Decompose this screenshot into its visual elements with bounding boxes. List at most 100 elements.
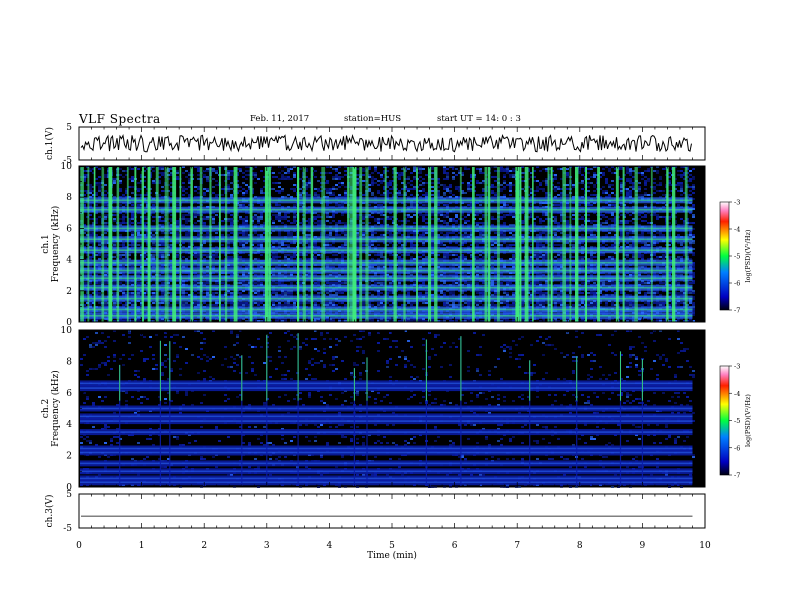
ch2-spectrogram-burst — [159, 340, 161, 486]
ch2-spectrogram-burst-core — [620, 351, 621, 401]
ch1-spectrogram-burst — [487, 167, 491, 322]
ch1-spectrogram-burst — [349, 167, 354, 322]
x-tick-label: 7 — [514, 541, 520, 551]
ch2-spectrogram-burst-core — [159, 340, 161, 401]
ch1-spectrogram-burst — [302, 167, 306, 322]
ch2-spectrogram-burst — [297, 333, 299, 486]
ch1-spectrogram-burst — [126, 167, 129, 322]
ch1-spectrogram-burst — [141, 167, 144, 322]
colorbar-tick-label: -5 — [734, 253, 740, 261]
ch1-spectrogram-burst — [101, 167, 105, 322]
x-tick-label: 5 — [389, 541, 395, 551]
y-tick-label: 8 — [66, 193, 72, 203]
y-axis-label: ch.1 — [41, 234, 51, 253]
ch1-spectrogram-burst — [562, 167, 566, 322]
ch2-spectrogram-band-core — [80, 470, 693, 473]
ch1-spectrogram-burst — [219, 167, 221, 322]
ch2-spectrogram-burst — [576, 356, 578, 486]
ch2-spectrogram-burst — [641, 359, 643, 486]
y-axis-label: Frequency (kHz) — [50, 370, 61, 447]
ch1-spectrogram-burst — [147, 167, 151, 322]
x-tick-label: 9 — [640, 541, 646, 551]
y-tick-label: 10 — [61, 326, 73, 336]
ch2-spectrogram-burst — [366, 357, 368, 486]
ch2-spectrogram-band-core — [80, 451, 693, 454]
colorbar-label: log(PSD)(V²/Hz) — [744, 229, 752, 282]
ch1-spectrogram-burst — [80, 167, 84, 322]
x-tick-label: 10 — [699, 541, 711, 551]
ch2-spectrogram-band-core — [80, 407, 693, 410]
ch2-spectrogram-band-core — [80, 420, 693, 422]
ch1-spectrogram-burst — [249, 167, 253, 322]
ch1-spectrogram-burst — [550, 167, 553, 322]
ch1-spectrogram-burst — [321, 167, 326, 322]
ch2-spectrogram-burst-core — [353, 368, 355, 401]
ch1-spectrogram-burst — [666, 167, 669, 322]
ch2-spectrogram-band-core — [80, 447, 693, 450]
ch1-spectrogram-burst — [359, 167, 363, 322]
ch2-spectrogram-burst-core — [460, 336, 462, 401]
ch2-spectrogram-band-core — [80, 481, 693, 484]
ch1-spectrogram-burst — [497, 167, 500, 322]
ch2-spectrogram-burst — [169, 341, 171, 486]
date-label: Feb. 11, 2017 — [250, 114, 310, 124]
colorbar-tick-label: -3 — [734, 199, 740, 207]
y-tick-label: 5 — [66, 123, 72, 133]
ch1-spectrogram-burst — [634, 167, 638, 322]
ch2-spectrogram-burst-core — [297, 333, 299, 401]
colorbar-tick-label: -7 — [734, 307, 740, 315]
ch1-spectrogram-burst — [365, 167, 369, 322]
y-axis-label: ch.3(V) — [44, 495, 55, 528]
ch2-spectrogram-band-core — [80, 387, 693, 389]
ch1-spectrogram-burst — [393, 167, 397, 322]
ch1-spectrogram-burst — [190, 167, 193, 322]
y-tick-label: 0 — [66, 483, 72, 493]
colorbar — [719, 365, 730, 476]
ch1-spectrogram-burst — [297, 167, 300, 322]
ch1-spectrogram — [79, 166, 705, 322]
ch1-spectrogram-burst — [199, 167, 203, 322]
ch1-spectrogram-burst — [347, 167, 350, 322]
ch1-spectrogram-burst — [225, 167, 228, 322]
y-tick-label: 5 — [66, 490, 72, 500]
ch1-spectrogram-burst — [515, 167, 519, 322]
ch1-spectrogram-burst — [684, 167, 688, 322]
ch1-spectrogram-burst — [310, 167, 314, 322]
ch1-spectrogram-burst — [352, 167, 357, 322]
ch1-spectrogram-burst — [434, 167, 438, 322]
ch1-spectrogram-burst — [269, 167, 271, 322]
ch2-spectrogram-burst — [529, 360, 531, 486]
ch2-spectrogram-band-core — [80, 462, 693, 465]
x-tick-label: 4 — [327, 541, 333, 551]
colorbar-tick-label: -6 — [734, 280, 740, 288]
y-tick-label: 6 — [66, 389, 72, 399]
ch2-spectrogram-burst — [353, 368, 355, 486]
ch1-waveform-trace — [80, 134, 692, 153]
colorbar-tick-label: -3 — [734, 363, 740, 371]
ch1-spectrogram-burst — [416, 167, 418, 322]
colorbar-tick-label: -7 — [734, 472, 740, 480]
ch1-spectrogram-burst — [116, 167, 120, 322]
y-tick-label: 0 — [66, 318, 72, 328]
ch2-spectrogram-burst — [119, 364, 121, 486]
x-tick-label: 8 — [577, 541, 583, 551]
ch1-spectrogram-burst — [650, 167, 653, 322]
x-tick-label: 1 — [139, 541, 145, 551]
ch1-spectrogram-burst — [108, 167, 113, 322]
ch2-spectrogram-band-core — [80, 477, 693, 480]
ch1-spectrogram-burst — [403, 167, 406, 322]
ch2-spectrogram-burst-core — [241, 355, 243, 401]
ch1-spectrogram-burst — [179, 167, 182, 322]
start-ut-label: start UT = 14: 0 : 3 — [437, 114, 521, 124]
ch2-spectrogram-band-core — [80, 382, 693, 385]
x-axis-label: Time (min) — [367, 550, 417, 561]
ch1-spectrogram-burst — [264, 167, 269, 322]
y-tick-label: -5 — [63, 524, 72, 534]
station-label: station=HUS — [344, 114, 402, 124]
x-tick-label: 3 — [264, 541, 270, 551]
ch1-spectrogram-burst — [134, 167, 137, 322]
ch1-spectrogram-burst — [155, 167, 159, 322]
ch2-spectrogram-burst-core — [576, 356, 578, 401]
ch2-spectrogram-burst-core — [425, 339, 427, 401]
